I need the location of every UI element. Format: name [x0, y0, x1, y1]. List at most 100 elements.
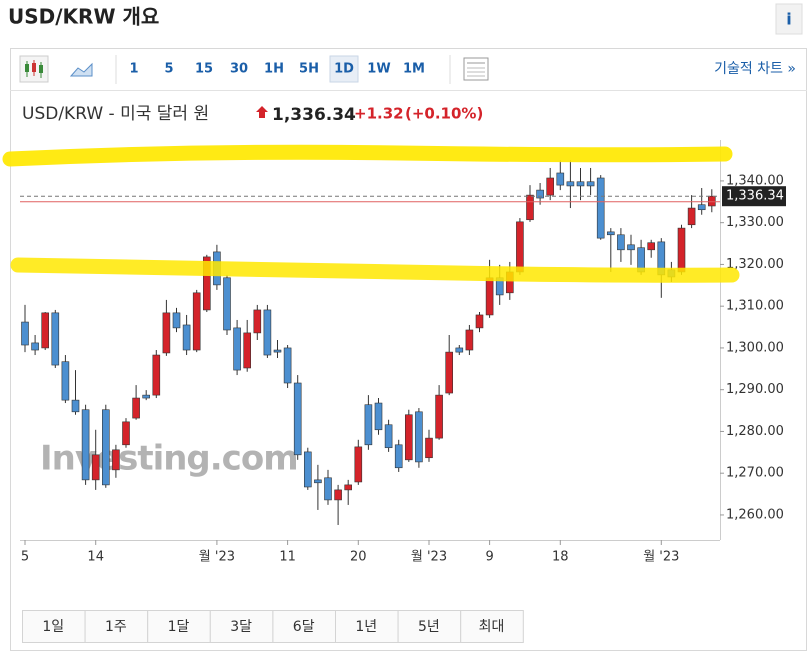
range-label[interactable]: 1달	[168, 619, 190, 635]
range-button[interactable]	[84, 610, 149, 643]
price-markers: 1,336.34	[20, 186, 786, 207]
candle-body	[465, 329, 474, 351]
candle-body	[273, 349, 282, 353]
y-tick-label: 1,320.00	[726, 257, 784, 272]
candle-body	[344, 484, 353, 491]
candle-body	[516, 221, 524, 273]
candle-body	[162, 312, 171, 354]
highlight-band	[2, 144, 733, 167]
candle-body	[91, 454, 100, 481]
page-title: USD/KRW 개요	[8, 5, 159, 29]
y-tick-label: 1,290.00	[726, 382, 784, 397]
interval-button[interactable]: 30	[230, 62, 248, 77]
x-tick-label: 9	[485, 550, 493, 565]
candle-body	[677, 227, 686, 273]
up-arrow	[256, 106, 268, 118]
widget-frame	[10, 48, 807, 651]
y-tick-label: 1,300.00	[726, 340, 784, 355]
interval-button[interactable]: 1M	[403, 62, 425, 77]
x-tick-label: 18	[552, 550, 569, 565]
candle-body	[566, 181, 575, 187]
info-button[interactable]	[775, 3, 803, 35]
candle-body	[152, 354, 161, 396]
x-tick-label: 5	[21, 550, 29, 565]
range-label[interactable]: 5년	[418, 619, 440, 635]
candle-body	[132, 397, 140, 419]
watermark: Investing.com	[40, 439, 298, 479]
interval-button[interactable]: 1H	[264, 62, 284, 77]
price-change: +1.32	[354, 105, 404, 123]
interval-button[interactable]: 1D	[334, 62, 354, 77]
candle-body	[576, 181, 585, 187]
candle-icon[interactable]	[19, 55, 49, 83]
range-label[interactable]: 최대	[479, 619, 505, 635]
active-interval	[329, 55, 359, 83]
candle-body	[526, 194, 534, 221]
candle-body	[394, 444, 403, 469]
candle-body	[546, 177, 555, 196]
interval-button[interactable]: 1W	[367, 62, 390, 77]
range-label[interactable]: 1일	[42, 619, 64, 635]
candle-body	[71, 399, 80, 413]
candle-body	[233, 327, 241, 371]
candle-body	[102, 409, 110, 486]
candle-body	[364, 404, 373, 446]
interval-button[interactable]: 15	[195, 62, 213, 77]
plot: Investing.com 1,260.00 1,270.00 1,280.00 1,2…	[20, 140, 784, 565]
x-tick-label: 14	[87, 550, 104, 565]
candle-body	[556, 172, 565, 186]
x-tick-label: 월 '23	[411, 550, 447, 565]
interval-button[interactable]: 5	[164, 62, 173, 77]
candle-body	[445, 351, 454, 394]
candle-body	[415, 411, 423, 463]
interval-button[interactable]: 1	[129, 62, 138, 77]
candle-body	[283, 347, 292, 384]
candle-body	[435, 394, 443, 439]
range-button[interactable]	[335, 610, 399, 643]
candle-body	[455, 347, 464, 353]
range-label[interactable]: 1주	[105, 619, 127, 635]
candle-body	[324, 477, 332, 501]
x-tick-label: 월 '23	[643, 550, 679, 565]
last-price-tag	[722, 186, 786, 207]
candle-body	[243, 332, 251, 369]
area-icon[interactable]	[69, 62, 93, 77]
layout-icon[interactable]	[463, 57, 489, 81]
range-label[interactable]: 6달	[293, 619, 315, 635]
candle-body	[617, 234, 625, 251]
candle-body	[697, 204, 706, 211]
candle-body	[293, 382, 302, 456]
candle-body	[536, 189, 544, 199]
candle-body	[334, 489, 342, 501]
candle-body	[374, 402, 383, 431]
technical-chart-link[interactable]: 기술적 차트 »	[714, 61, 796, 77]
x-tick-label: 20	[350, 550, 367, 565]
candle-body	[182, 324, 191, 351]
candle-body	[142, 394, 150, 399]
range-button[interactable]	[209, 610, 274, 643]
last-price: 1,336.34	[272, 105, 356, 125]
range-label[interactable]: 3달	[230, 619, 252, 635]
info-icon[interactable]: i	[786, 10, 791, 29]
range-button[interactable]	[22, 610, 86, 643]
candle-body	[596, 177, 605, 239]
x-tick-label: 월 '23	[199, 550, 235, 565]
candle-body	[425, 437, 433, 459]
y-tick-label: 1,330.00	[726, 215, 784, 230]
range-bar: 1일 1주 1달 3달 6달 1년 5년 최대	[22, 610, 524, 643]
candle-body	[485, 277, 494, 316]
y-tick-label: 1,340.00	[726, 173, 784, 188]
candle-body	[404, 414, 413, 461]
range-label[interactable]: 1년	[355, 619, 377, 635]
price-change-pct: (+0.10%)	[405, 105, 483, 123]
candle-body	[203, 256, 211, 311]
candle-body	[384, 424, 393, 449]
candle-body	[586, 181, 595, 187]
candle-body	[647, 242, 656, 251]
candle-body	[31, 342, 39, 351]
candle-body	[314, 479, 322, 484]
interval-button[interactable]: 5H	[299, 62, 319, 77]
candle-body	[41, 312, 50, 349]
range-button[interactable]	[460, 610, 524, 643]
